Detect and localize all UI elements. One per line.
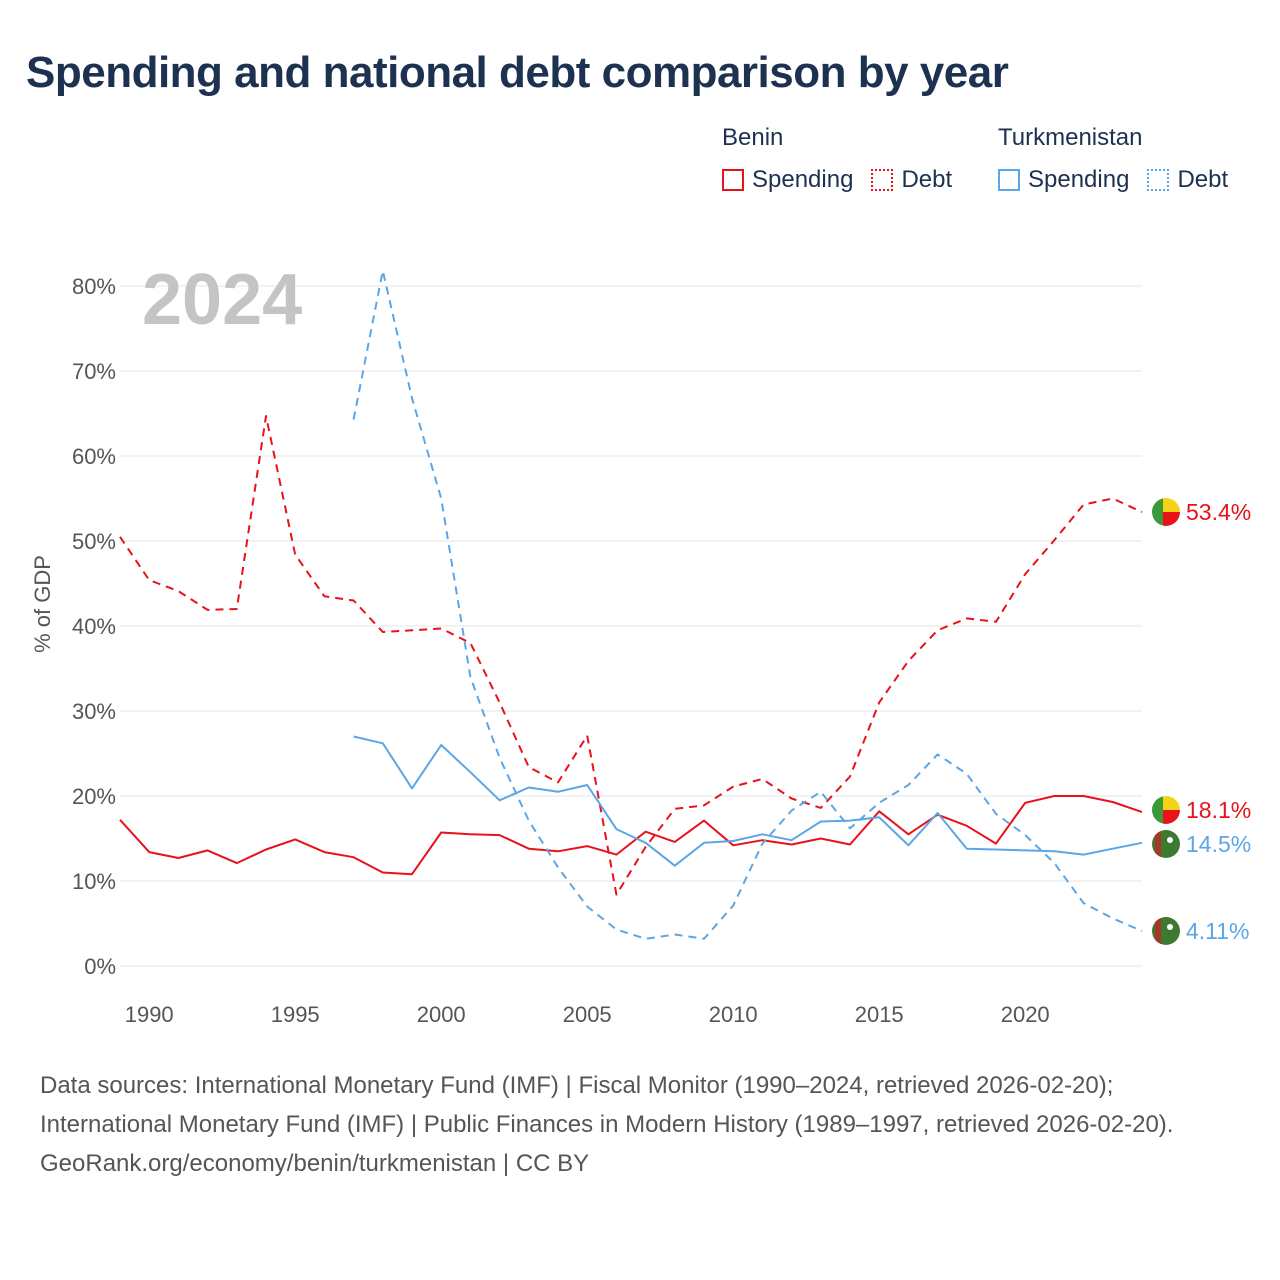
x-tick-label: 2010 [709, 1002, 758, 1027]
legend-country-turkmenistan: Turkmenistan [998, 124, 1143, 151]
y-tick-label: 30% [72, 699, 116, 724]
end-value-labels: 53.4% 18.1% 14.5% 4.11% [1186, 499, 1251, 944]
legend-label: Debt [901, 166, 953, 193]
legend-label: Spending [752, 166, 854, 193]
end-label-benin-debt: 53.4% [1186, 499, 1251, 525]
end-label-turkmenistan-debt: 4.11% [1186, 918, 1250, 944]
y-tick-label: 0% [84, 954, 116, 979]
x-tick-label: 2015 [855, 1002, 904, 1027]
y-axis-label: % of GDP [30, 555, 55, 653]
series-line-benin-spending[interactable] [119, 795, 1143, 876]
y-tick-label: 60% [72, 444, 116, 469]
y-axis-ticks: 0% 10% 20% 30% 40% 50% 60% 70% 80% [72, 274, 116, 979]
legend-group-turkmenistan: Turkmenistan Spending Debt [998, 124, 1228, 194]
y-tick-label: 50% [72, 529, 116, 554]
series-lines [119, 269, 1143, 940]
turkmenistan-flag-icon [1152, 917, 1180, 945]
legend-swatch-solid [998, 169, 1020, 191]
gridlines [120, 285, 1142, 967]
x-tick-label: 1990 [125, 1002, 174, 1027]
x-tick-label: 2000 [417, 1002, 466, 1027]
legend-benin-debt[interactable]: Debt [871, 166, 952, 194]
x-tick-label: 1995 [271, 1002, 320, 1027]
end-label-benin-spending: 18.1% [1186, 797, 1251, 823]
benin-flag-icon [1152, 796, 1180, 824]
legend-label: Debt [1177, 166, 1229, 193]
legend-benin-spending[interactable]: Spending [722, 166, 853, 194]
y-tick-label: 40% [72, 614, 116, 639]
legend-group-benin: Benin Spending Debt [722, 124, 952, 194]
y-tick-label: 80% [72, 274, 116, 299]
line-chart: 0% 10% 20% 30% 40% 50% 60% 70% 80% 1990 1995 2000 2… [30, 260, 1251, 1027]
y-tick-label: 10% [72, 869, 116, 894]
legend-turkmenistan-spending[interactable]: Spending [998, 166, 1129, 194]
chart-title: Spending and national debt comparison by… [26, 48, 1009, 97]
x-axis-ticks: 1990 1995 2000 2005 2010 2015 2020 [125, 1002, 1050, 1027]
x-tick-label: 2005 [563, 1002, 612, 1027]
end-label-turkmenistan-spending: 14.5% [1186, 831, 1251, 857]
legend-country-benin: Benin [722, 124, 784, 151]
x-tick-label: 2020 [1001, 1002, 1050, 1027]
series-line-benin-debt[interactable] [119, 415, 1143, 896]
data-sources: Data sources: International Monetary Fun… [40, 1072, 1174, 1138]
y-tick-label: 70% [72, 359, 116, 384]
legend-swatch-dotted [871, 169, 894, 191]
benin-flag-icon [1152, 498, 1180, 526]
year-watermark: 2024 [142, 260, 302, 340]
legend-label: Spending [1028, 166, 1130, 193]
turkmenistan-flag-icon [1152, 830, 1180, 858]
legend-swatch-solid [722, 169, 744, 191]
legend-swatch-dotted [1147, 169, 1170, 191]
y-tick-label: 20% [72, 784, 116, 809]
series-line-turkmenistan-spending[interactable] [353, 735, 1143, 867]
credit-link[interactable]: GeoRank.org/economy/benin/turkmenistan |… [40, 1150, 590, 1177]
footer: Data sources: International Monetary Fun… [40, 1066, 1250, 1183]
legend-turkmenistan-debt[interactable]: Debt [1147, 166, 1228, 194]
